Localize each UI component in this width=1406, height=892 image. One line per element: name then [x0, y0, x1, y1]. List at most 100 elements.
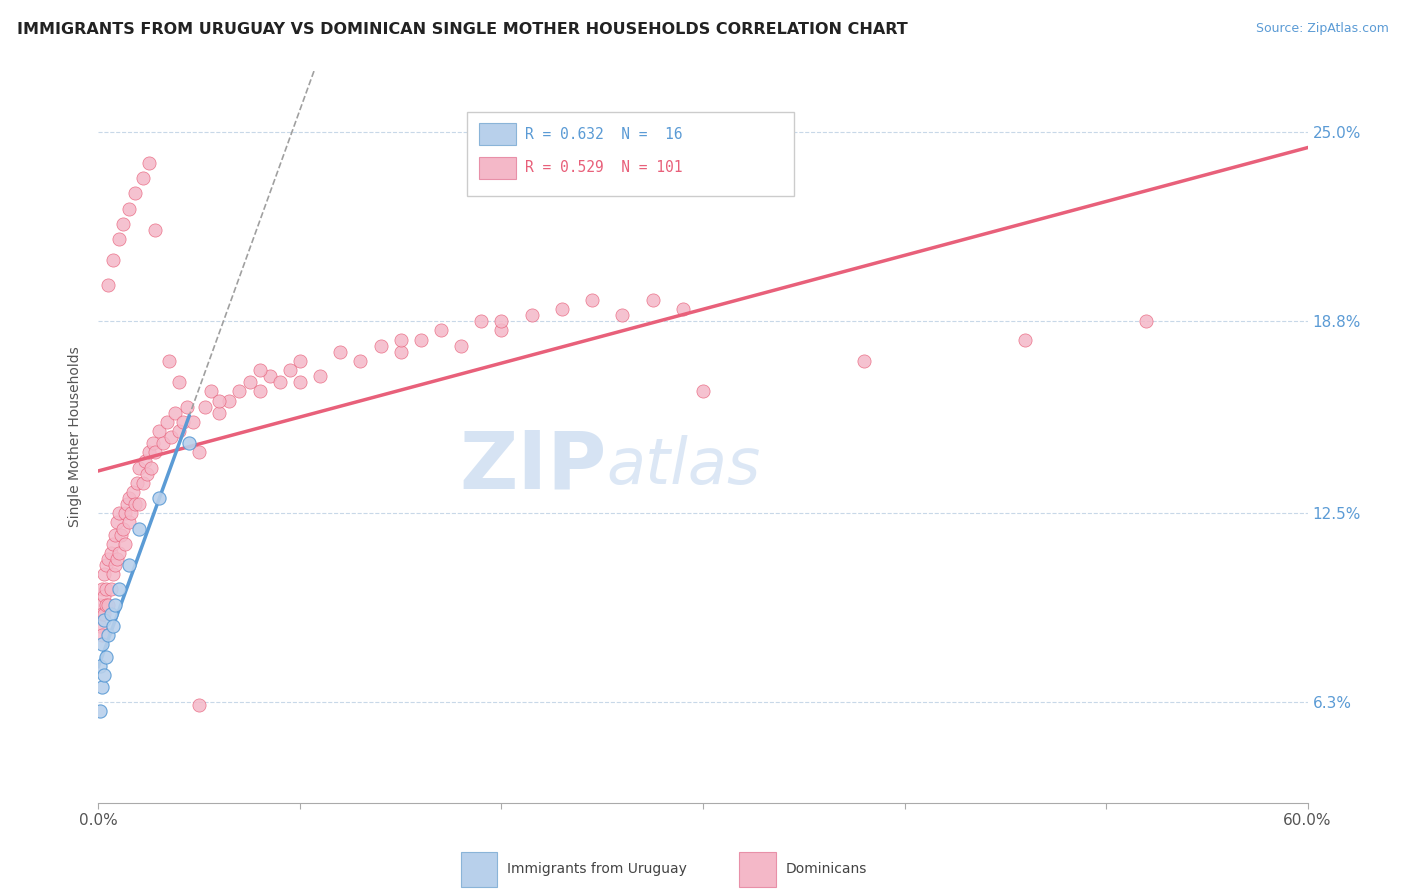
Point	[135, 467, 157, 481]
Point	[125, 475, 148, 490]
Point	[93, 589, 115, 603]
Text: Dominicans: Dominicans	[785, 863, 866, 876]
Point	[172, 415, 194, 429]
Point	[111, 521, 134, 535]
Point	[208, 393, 231, 408]
Point	[118, 558, 141, 573]
Point	[142, 436, 165, 450]
Text: R = 0.632  N =  16: R = 0.632 N = 16	[526, 127, 683, 142]
Point	[91, 582, 114, 597]
Point	[96, 598, 118, 612]
Point	[124, 186, 146, 201]
Text: IMMIGRANTS FROM URUGUAY VS DOMINICAN SINGLE MOTHER HOUSEHOLDS CORRELATION CHART: IMMIGRANTS FROM URUGUAY VS DOMINICAN SIN…	[17, 22, 908, 37]
Point	[91, 680, 114, 694]
Point	[249, 384, 271, 399]
Y-axis label: Single Mother Households: Single Mother Households	[69, 347, 83, 527]
Point	[430, 323, 453, 337]
Point	[389, 344, 412, 359]
Point	[167, 424, 190, 438]
Point	[139, 460, 162, 475]
Point	[692, 384, 714, 399]
Point	[128, 521, 150, 535]
Point	[118, 516, 141, 530]
Point	[288, 354, 311, 368]
Point	[156, 415, 179, 429]
Point	[194, 400, 217, 414]
Point	[612, 308, 634, 322]
Point	[93, 667, 115, 682]
Point	[128, 460, 150, 475]
Point	[491, 323, 513, 337]
Point	[152, 436, 174, 450]
Point	[581, 293, 603, 307]
Point	[97, 628, 120, 642]
Point	[278, 363, 301, 377]
FancyBboxPatch shape	[479, 157, 516, 179]
Point	[148, 491, 170, 505]
Text: Immigrants from Uruguay: Immigrants from Uruguay	[508, 863, 688, 876]
Point	[179, 436, 201, 450]
Point	[97, 277, 120, 292]
Point	[672, 302, 695, 317]
Point	[120, 506, 142, 520]
Point	[103, 598, 125, 612]
Point	[370, 339, 392, 353]
Point	[239, 375, 262, 389]
Point	[110, 527, 132, 541]
FancyBboxPatch shape	[467, 112, 793, 195]
Point	[89, 658, 111, 673]
Point	[91, 637, 114, 651]
Text: atlas: atlas	[606, 435, 761, 498]
Point	[118, 202, 141, 216]
Point	[188, 698, 211, 713]
Point	[329, 344, 352, 359]
Point	[96, 558, 118, 573]
Point	[97, 552, 120, 566]
Point	[157, 354, 180, 368]
Point	[288, 375, 311, 389]
Point	[470, 314, 492, 328]
Point	[118, 491, 141, 505]
Point	[93, 607, 115, 621]
Point	[107, 232, 129, 246]
Point	[188, 445, 211, 459]
Point	[143, 223, 166, 237]
Point	[91, 607, 114, 621]
Point	[259, 369, 281, 384]
Text: ZIP: ZIP	[458, 427, 606, 506]
Point	[853, 354, 876, 368]
Point	[103, 558, 125, 573]
Point	[138, 445, 160, 459]
Point	[100, 546, 122, 560]
Point	[97, 598, 120, 612]
Point	[349, 354, 371, 368]
Point	[114, 506, 136, 520]
Point	[114, 537, 136, 551]
Text: R = 0.529  N = 101: R = 0.529 N = 101	[526, 161, 683, 176]
Point	[101, 567, 124, 582]
Point	[143, 445, 166, 459]
Point	[93, 613, 115, 627]
Point	[228, 384, 250, 399]
FancyBboxPatch shape	[479, 123, 516, 145]
Point	[105, 552, 128, 566]
Point	[101, 619, 124, 633]
Point	[134, 454, 156, 468]
Point	[163, 406, 186, 420]
Point	[269, 375, 291, 389]
FancyBboxPatch shape	[740, 852, 776, 887]
Point	[101, 537, 124, 551]
Point	[107, 582, 129, 597]
Point	[89, 705, 111, 719]
Point	[111, 217, 134, 231]
Text: Source: ZipAtlas.com: Source: ZipAtlas.com	[1256, 22, 1389, 36]
Point	[101, 253, 124, 268]
Point	[91, 628, 114, 642]
Point	[96, 582, 118, 597]
Point	[389, 333, 412, 347]
Point	[115, 497, 138, 511]
Point	[249, 363, 271, 377]
Point	[181, 415, 204, 429]
Point	[128, 497, 150, 511]
Point	[96, 649, 118, 664]
